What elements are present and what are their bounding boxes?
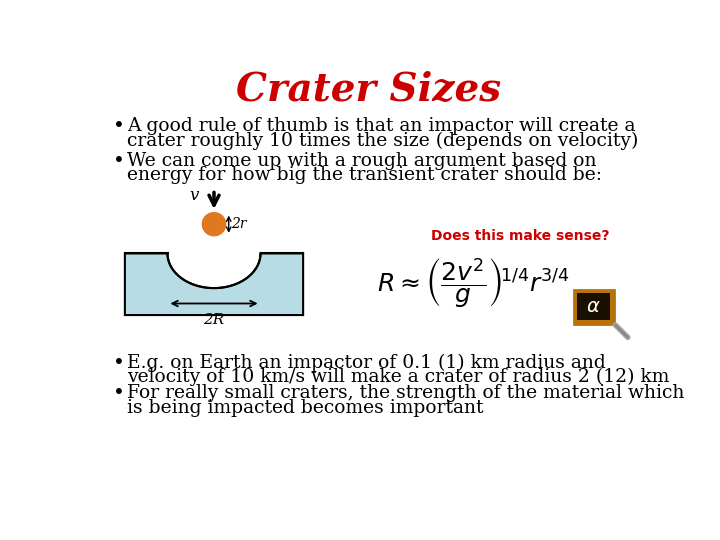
FancyBboxPatch shape: [577, 294, 610, 320]
Text: •: •: [113, 384, 125, 403]
Text: v: v: [189, 187, 199, 204]
Text: is being impacted becomes important: is being impacted becomes important: [127, 399, 484, 417]
Circle shape: [202, 213, 225, 236]
Text: 2r: 2r: [231, 217, 246, 231]
Text: •: •: [113, 152, 125, 171]
Text: We can come up with a rough argument based on: We can come up with a rough argument bas…: [127, 152, 597, 170]
Text: velocity of 10 km/s will make a crater of radius 2 (12) km: velocity of 10 km/s will make a crater o…: [127, 368, 670, 387]
Text: •: •: [113, 117, 125, 136]
Polygon shape: [125, 253, 303, 315]
Text: Crater Sizes: Crater Sizes: [236, 71, 502, 109]
FancyBboxPatch shape: [574, 289, 614, 323]
Text: Does this make sense?: Does this make sense?: [431, 229, 610, 243]
Text: energy for how big the transient crater should be:: energy for how big the transient crater …: [127, 166, 602, 185]
Text: For really small craters, the strength of the material which: For really small craters, the strength o…: [127, 384, 685, 402]
Text: E.g. on Earth an impactor of 0.1 (1) km radius and: E.g. on Earth an impactor of 0.1 (1) km …: [127, 354, 606, 372]
Text: crater roughly 10 times the size (depends on velocity): crater roughly 10 times the size (depend…: [127, 132, 639, 150]
Text: 2R: 2R: [203, 313, 225, 327]
Text: A good rule of thumb is that an impactor will create a: A good rule of thumb is that an impactor…: [127, 117, 636, 135]
Text: $R \approx \left(\dfrac{2v^2}{g}\right)^{\!1/4} r^{3/4}$: $R \approx \left(\dfrac{2v^2}{g}\right)^…: [377, 257, 570, 311]
Text: •: •: [113, 354, 125, 373]
Text: $\alpha$: $\alpha$: [587, 298, 601, 315]
